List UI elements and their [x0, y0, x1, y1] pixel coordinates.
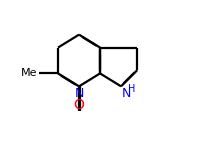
Text: N: N — [74, 87, 84, 100]
Text: O: O — [73, 98, 85, 112]
Text: H: H — [128, 84, 136, 94]
Text: Me: Me — [20, 68, 37, 78]
Text: N: N — [122, 87, 131, 100]
